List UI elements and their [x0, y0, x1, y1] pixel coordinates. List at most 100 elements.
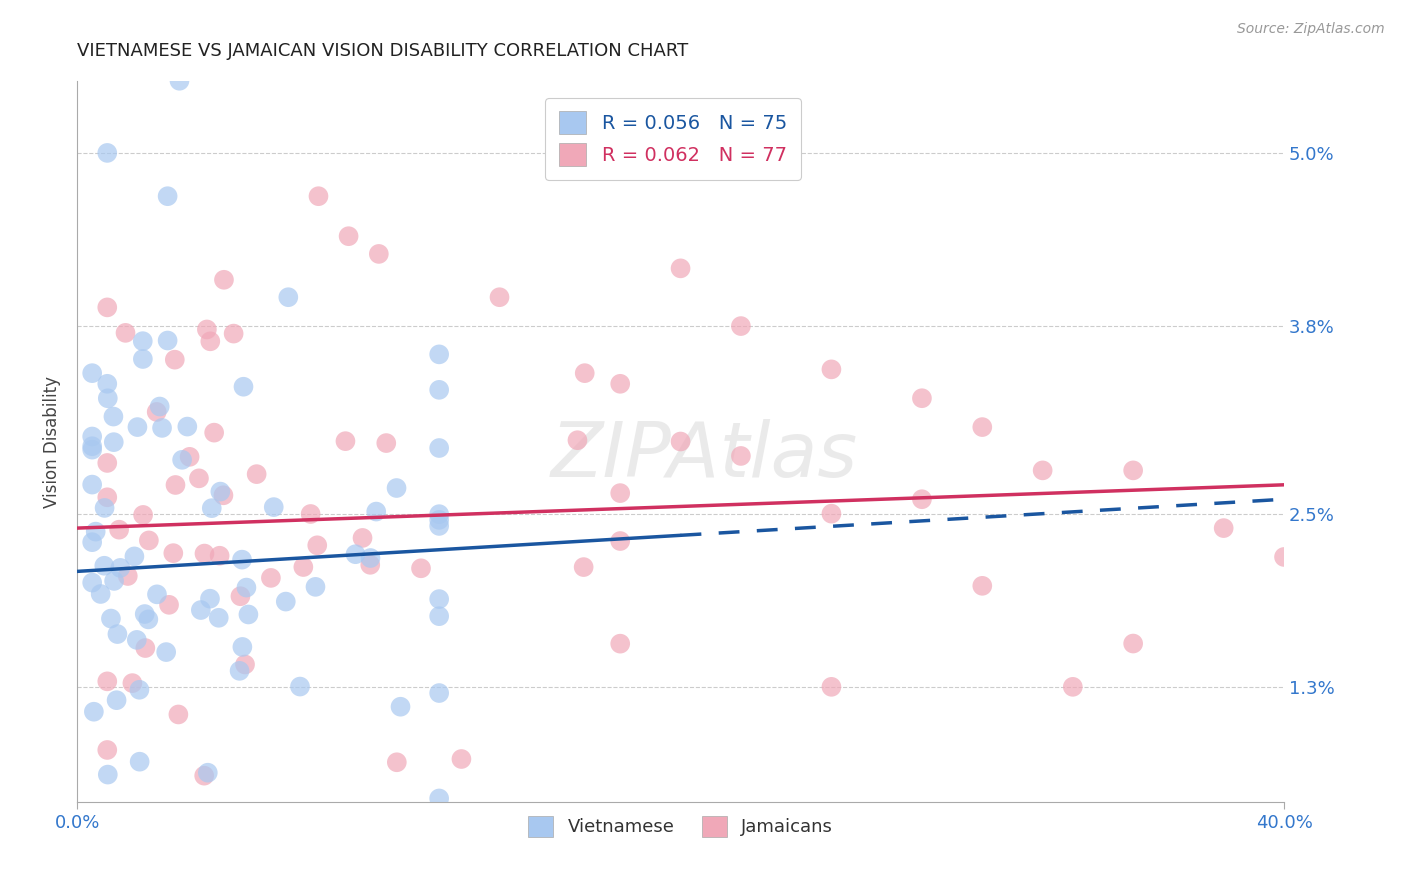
Point: [299, 507, 322, 521]
Point: [96, 456, 118, 470]
Point: [96, 301, 118, 315]
Point: [176, 419, 198, 434]
Point: [93, 558, 115, 573]
Point: [83, 705, 105, 719]
Point: [427, 686, 450, 700]
Point: [156, 334, 179, 348]
Point: [238, 607, 260, 622]
Point: [82, 477, 104, 491]
Point: [197, 765, 219, 780]
Point: [609, 376, 631, 391]
Point: [574, 366, 596, 380]
Point: [820, 362, 842, 376]
Point: [337, 229, 360, 244]
Point: [274, 594, 297, 608]
Point: [427, 441, 450, 455]
Point: [409, 561, 432, 575]
Point: [193, 769, 215, 783]
Point: [110, 561, 132, 575]
Point: [344, 547, 367, 561]
Point: [669, 261, 692, 276]
Point: [366, 505, 388, 519]
Point: [96, 743, 118, 757]
Point: [911, 391, 934, 405]
Point: [427, 592, 450, 607]
Point: [93, 500, 115, 515]
Point: [195, 322, 218, 336]
Point: [389, 699, 412, 714]
Point: [105, 693, 128, 707]
Point: [820, 680, 842, 694]
Point: [82, 439, 104, 453]
Point: [90, 587, 112, 601]
Point: [97, 767, 120, 781]
Point: [231, 640, 253, 654]
Point: [124, 549, 146, 564]
Point: [669, 434, 692, 449]
Point: [820, 507, 842, 521]
Point: [1122, 463, 1144, 477]
Point: [82, 535, 104, 549]
Point: [307, 538, 329, 552]
Text: ZIPAtlas: ZIPAtlas: [551, 419, 858, 493]
Point: [209, 484, 232, 499]
Point: [367, 247, 389, 261]
Point: [172, 452, 194, 467]
Point: [169, 74, 191, 88]
Point: [352, 531, 374, 545]
Point: [1212, 521, 1234, 535]
Legend: Vietnamese, Jamaicans: Vietnamese, Jamaicans: [520, 808, 841, 844]
Point: [117, 569, 139, 583]
Point: [208, 611, 231, 625]
Point: [229, 589, 252, 603]
Text: Source: ZipAtlas.com: Source: ZipAtlas.com: [1237, 22, 1385, 37]
Point: [1062, 680, 1084, 694]
Point: [235, 581, 257, 595]
Point: [128, 755, 150, 769]
Point: [427, 383, 450, 397]
Point: [336, 810, 359, 824]
Point: [427, 347, 450, 361]
Point: [972, 420, 994, 434]
Point: [208, 549, 231, 563]
Point: [427, 609, 450, 624]
Point: [359, 551, 381, 566]
Point: [84, 524, 107, 539]
Point: [100, 611, 122, 625]
Point: [134, 640, 156, 655]
Point: [292, 560, 315, 574]
Point: [167, 707, 190, 722]
Point: [103, 435, 125, 450]
Point: [385, 756, 408, 770]
Point: [149, 400, 172, 414]
Point: [138, 533, 160, 548]
Point: [125, 632, 148, 647]
Point: [228, 664, 250, 678]
Point: [288, 680, 311, 694]
Point: [146, 587, 169, 601]
Point: [1272, 549, 1295, 564]
Point: [212, 488, 235, 502]
Point: [120, 810, 142, 824]
Point: [114, 326, 136, 340]
Point: [609, 534, 631, 549]
Text: VIETNAMESE VS JAMAICAN VISION DISABILITY CORRELATION CHART: VIETNAMESE VS JAMAICAN VISION DISABILITY…: [77, 42, 689, 60]
Point: [263, 500, 285, 514]
Point: [567, 434, 589, 448]
Point: [198, 591, 221, 606]
Point: [156, 189, 179, 203]
Point: [96, 490, 118, 504]
Point: [132, 334, 155, 348]
Point: [1032, 463, 1054, 477]
Point: [231, 552, 253, 566]
Point: [82, 575, 104, 590]
Point: [572, 560, 595, 574]
Point: [127, 420, 149, 434]
Point: [911, 492, 934, 507]
Y-axis label: Vision Disability: Vision Disability: [44, 376, 60, 508]
Point: [82, 429, 104, 443]
Point: [730, 449, 752, 463]
Point: [138, 612, 160, 626]
Point: [96, 145, 118, 160]
Point: [730, 319, 752, 334]
